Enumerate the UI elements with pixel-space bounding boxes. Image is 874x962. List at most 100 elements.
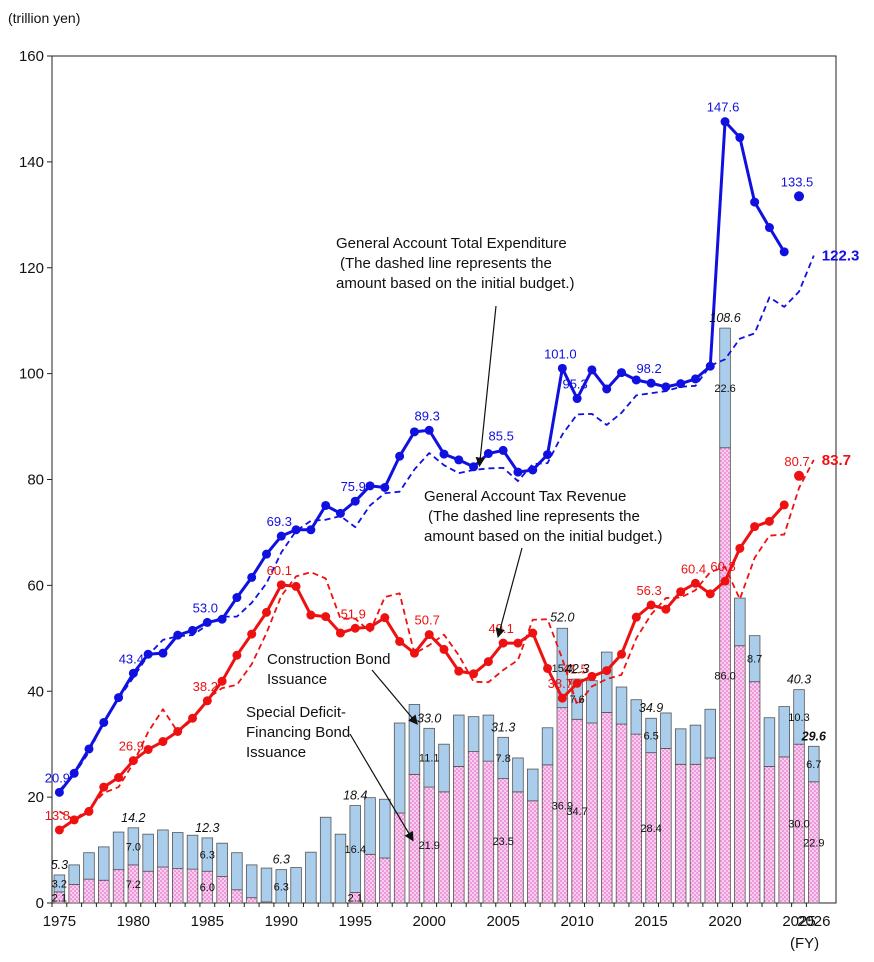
construction-bond-bar [408, 704, 421, 775]
y-tick-label: 0 [36, 895, 44, 912]
construction-bond-bar [630, 699, 643, 735]
settled-line-point [409, 648, 419, 658]
settled-line-point [617, 368, 627, 378]
x-unit-label: (FY) [790, 935, 820, 952]
construction-bond-bar [453, 714, 465, 767]
settled-line-point [617, 649, 627, 659]
construction-value-label: 11.1 [419, 753, 440, 765]
settled-line-point [99, 717, 109, 727]
deficit-value-label: 23.5 [492, 836, 513, 848]
settled-line-point [158, 737, 168, 747]
settled-line-point [128, 756, 138, 766]
tax-data-label: 38.7 [548, 676, 573, 691]
deficit-value-label: 34.7 [566, 806, 587, 818]
deficit-bond-bar [674, 763, 687, 904]
settled-line-point [306, 525, 316, 535]
construction-bond-bar [423, 727, 435, 788]
expenditure-data-label: 101.0 [544, 346, 577, 361]
settled-line-point [114, 773, 124, 783]
construction-bond-bar [497, 736, 509, 779]
construction-annotation-line-2: Issuance [267, 671, 328, 688]
tax-data-label: 60.8 [710, 559, 735, 574]
settled-line-point [306, 610, 316, 620]
construction-value-label: 6.5 [643, 730, 658, 742]
settled-line-point [720, 576, 730, 586]
construction-bond-bar [98, 846, 110, 881]
settled-line-point [69, 815, 79, 825]
settled-line-point [365, 622, 375, 632]
settled-line-point [498, 445, 508, 455]
construction-bond-bar [734, 597, 746, 647]
settled-line-point [395, 636, 405, 646]
construction-bond-bar [186, 834, 199, 870]
settled-line-point [276, 531, 286, 541]
annotation-arrow [371, 669, 418, 725]
expenditure-data-label: 147.6 [707, 100, 740, 115]
annotation-arrow [475, 305, 497, 468]
settled-line-point [454, 455, 464, 465]
settled-line-point [676, 587, 686, 597]
deficit-bond-bar [689, 763, 702, 904]
settled-line-point [469, 462, 479, 472]
forecast-point [794, 470, 805, 481]
settled-line-point [261, 549, 271, 559]
tax-data-label: 26.9 [119, 739, 144, 754]
tax-data-label: 60.1 [267, 563, 292, 578]
settled-line-point [409, 427, 419, 437]
bar-total-label: 12.3 [195, 821, 219, 835]
y-tick-label: 20 [27, 789, 44, 806]
deficit-bond-bar [68, 884, 80, 904]
y-tick-label: 40 [27, 683, 44, 700]
construction-bond-bar [660, 712, 672, 749]
bar-total-label: 29.6 [801, 729, 827, 743]
deficit-value-label: 21.9 [418, 840, 439, 852]
construction-bond-bar [748, 635, 761, 683]
construction-bond-bar [319, 816, 332, 904]
deficit-bond-bar [438, 791, 450, 904]
settled-line-point [454, 666, 464, 676]
x-tick-label: 1985 [191, 913, 224, 930]
settled-line-point [276, 580, 286, 590]
construction-bond-bar [245, 864, 258, 899]
expenditure-data-label: 20.9 [45, 770, 70, 785]
settled-line-point [395, 451, 405, 461]
deficit-bond-bar [453, 766, 465, 904]
deficit-bond-bar [379, 857, 391, 904]
deficit-bond-bar [704, 757, 716, 904]
annotation-arrow [495, 547, 523, 638]
deficit-bond-bar [763, 766, 776, 904]
settled-line-point [483, 657, 493, 667]
settled-line-point [779, 500, 789, 510]
settled-line-point [291, 581, 301, 591]
deficit-value-label: 30.0 [788, 819, 809, 831]
bar-total-label: 108.6 [709, 311, 740, 325]
settled-line-point [602, 384, 612, 394]
construction-bond-bar [53, 874, 66, 893]
deficit-bond-bar [83, 878, 95, 904]
x-tick-label: 2000 [413, 913, 446, 930]
expenditure-data-label: 43.4 [119, 651, 144, 666]
expenditure-annotation-line-1: General Account Total Expenditure [336, 235, 567, 252]
settled-line-point [335, 628, 345, 638]
settled-line-point [543, 663, 553, 673]
settled-line-point [557, 693, 567, 703]
settled-line-point [661, 382, 671, 392]
settled-line-point [291, 525, 301, 535]
deficit-value-label: 86.0 [714, 670, 735, 682]
settled-line-point [54, 825, 64, 835]
settled-line-point [350, 496, 360, 506]
x-tick-label: 2020 [708, 913, 741, 930]
settled-line-point [173, 630, 183, 640]
settled-line-point [587, 365, 597, 375]
bar-total-label: 6.3 [273, 853, 290, 867]
bar-total-label: 42.3 [565, 662, 589, 676]
deficit-bond-bar [393, 812, 406, 904]
construction-bond-bar [334, 833, 347, 904]
settled-line-point [365, 481, 375, 491]
deficit-bond-bar [512, 791, 524, 904]
settled-line-point [158, 648, 168, 658]
settled-line-point [84, 806, 94, 816]
settled-line-point [543, 450, 553, 460]
construction-bond-bar [393, 722, 406, 814]
settled-line-point [602, 666, 612, 676]
